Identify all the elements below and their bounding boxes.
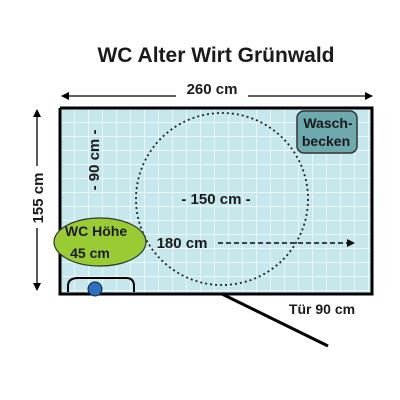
turning-circle: [135, 112, 309, 286]
sink-label-line1: Wasch-: [303, 115, 353, 131]
height-label: 155 cm: [30, 173, 47, 224]
horizontal-clearance-label: 180 cm: [157, 235, 208, 252]
sink-label-line2: becken: [302, 133, 350, 149]
door-label: Tür 90 cm: [289, 301, 355, 317]
door-leaf: [221, 292, 329, 348]
wc-toilet: [53, 217, 147, 267]
wc-seat-marker: [87, 281, 103, 297]
sink: [296, 110, 358, 154]
circle-diameter-label: - 150 cm -: [181, 191, 250, 208]
page-title: WC Alter Wirt Grünwald: [97, 44, 334, 67]
wc-label-line1: WC Höhe: [65, 223, 127, 239]
wc-label-line2: 45 cm: [70, 245, 110, 261]
width-label-bg: [176, 80, 248, 100]
wc-bench-outline: [67, 277, 135, 292]
wall-left-bottom: [58, 108, 160, 296]
width-label: 260 cm: [187, 81, 238, 98]
vertical-clearance-label: - 90 cm -: [86, 130, 103, 191]
height-label-bg: [27, 166, 47, 228]
wall-top-right: [60, 106, 374, 296]
